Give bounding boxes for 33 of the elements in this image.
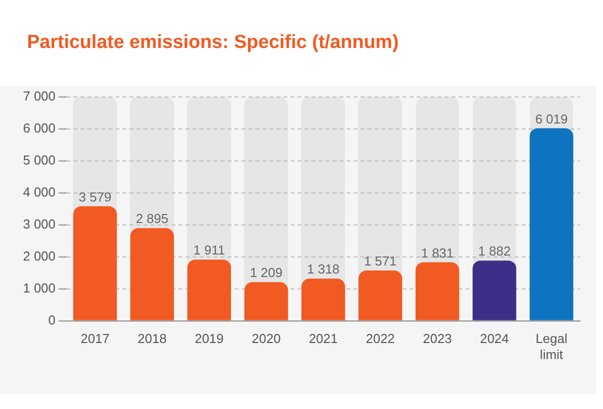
bar bbox=[244, 282, 288, 320]
data-label: 1 831 bbox=[421, 245, 454, 260]
x-tick-label: 2019 bbox=[194, 331, 224, 346]
y-tick-label: 3 000 bbox=[22, 216, 56, 232]
x-tick-label: 2018 bbox=[138, 331, 167, 346]
data-label: 1 571 bbox=[364, 254, 397, 269]
x-tick-label: 2021 bbox=[308, 331, 338, 346]
y-tick-label: 6 000 bbox=[22, 120, 56, 136]
bar bbox=[358, 270, 402, 320]
y-tick-label: 4 000 bbox=[22, 184, 56, 200]
bar bbox=[301, 278, 346, 320]
y-tick-label: 5 000 bbox=[22, 152, 56, 168]
data-label: 1 882 bbox=[478, 244, 511, 259]
y-tick-label: 0 bbox=[48, 312, 56, 328]
x-tick-label: 2017 bbox=[80, 331, 110, 346]
x-tick-label: Legal limit bbox=[536, 331, 568, 362]
bar bbox=[472, 260, 516, 320]
chart-title: Particulate emissions: Specific (t/annum) bbox=[27, 32, 399, 54]
y-tick-label: 2 000 bbox=[22, 248, 56, 264]
y-tick-label: 7 000 bbox=[22, 88, 56, 104]
data-label: 6 019 bbox=[535, 111, 568, 126]
x-tick-label: 2023 bbox=[422, 331, 452, 346]
data-label: 1 911 bbox=[193, 242, 225, 258]
data-label: 3 579 bbox=[78, 189, 112, 204]
x-tick-label: 2022 bbox=[366, 331, 395, 346]
bar bbox=[187, 260, 231, 320]
x-tick-label: 2024 bbox=[480, 331, 509, 346]
y-tick-label: 1 000 bbox=[22, 280, 56, 296]
x-tick-label: 2020 bbox=[252, 331, 281, 346]
bar bbox=[416, 262, 460, 320]
data-label: 2 895 bbox=[136, 211, 168, 226]
data-label: 1 318 bbox=[306, 262, 340, 277]
data-label: 1 209 bbox=[250, 265, 282, 280]
